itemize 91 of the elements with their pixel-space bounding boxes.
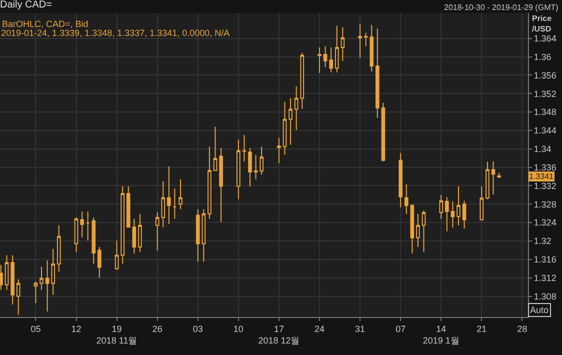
candlestick bbox=[86, 211, 90, 242]
candlestick bbox=[138, 213, 142, 253]
y-tick-label: 1.34 bbox=[534, 144, 552, 154]
x-tick-label: 19 2018 11월 bbox=[96, 324, 138, 346]
candlestick bbox=[456, 186, 460, 226]
candlestick bbox=[480, 186, 484, 220]
x-tick-label: 24 bbox=[314, 324, 325, 334]
x-tick-label: 12 bbox=[71, 324, 82, 334]
y-tick-label: 1.328 bbox=[534, 199, 556, 210]
candlestick bbox=[74, 217, 78, 253]
candlestick bbox=[329, 47, 333, 73]
annotation: 2019-01-24, 1.3339, 1.3348, 1.3337, 1.3341, 0.0000, N/A bbox=[1, 28, 230, 38]
candlestick bbox=[445, 196, 449, 232]
x-tick-label: 05 bbox=[30, 324, 41, 334]
candlestick bbox=[491, 160, 496, 195]
candlestick bbox=[0, 264, 3, 290]
candlestick bbox=[260, 146, 264, 176]
y-tick-label: 1.356 bbox=[534, 70, 556, 80]
candlestick bbox=[450, 200, 455, 228]
candlestick bbox=[126, 186, 130, 228]
candlestick bbox=[4, 254, 9, 290]
y-tick-label: 1.312 bbox=[534, 273, 556, 283]
text: 2018-10-30 - 2019-01-29 (GMT) bbox=[444, 3, 559, 12]
x-tick-label: 14 2019 1월 bbox=[422, 324, 460, 346]
candlestick bbox=[34, 281, 38, 304]
chart-title: Daily CAD= bbox=[0, 0, 52, 11]
candlestick bbox=[318, 47, 322, 74]
candlestick bbox=[439, 194, 444, 220]
candlestick bbox=[178, 178, 182, 210]
y-tick-label: 1.332 bbox=[534, 180, 556, 191]
candlestick bbox=[486, 161, 490, 200]
candlestick bbox=[340, 26, 345, 62]
candlestick bbox=[277, 137, 281, 164]
candlestick bbox=[410, 204, 414, 254]
candlestick bbox=[398, 152, 402, 208]
candlestick bbox=[80, 211, 84, 238]
y-tick-label: 1.336 bbox=[534, 162, 556, 172]
text: 1.3341 bbox=[529, 172, 554, 181]
candlestick bbox=[404, 184, 408, 214]
candlestick bbox=[219, 147, 223, 223]
y-axis-title: Price /USD bbox=[532, 14, 552, 34]
candlestick bbox=[208, 146, 212, 220]
y-tick-label: 1.32 bbox=[534, 236, 552, 246]
candlestick bbox=[10, 254, 14, 306]
candlestick bbox=[202, 208, 206, 262]
candlestick bbox=[416, 213, 420, 248]
candlestick bbox=[462, 200, 466, 230]
candlestick bbox=[323, 46, 328, 68]
y-tick-label: 1.308 bbox=[534, 291, 556, 302]
text: BarOHLC, CAD=, Bid bbox=[2, 19, 88, 29]
candlestick bbox=[282, 101, 287, 156]
candlestick bbox=[358, 23, 362, 58]
x-tick-label: 26 bbox=[152, 324, 162, 334]
x-tick-label: 31 bbox=[355, 324, 366, 334]
candlestick bbox=[236, 139, 240, 200]
candlestick bbox=[196, 208, 200, 262]
candlestick bbox=[92, 217, 96, 264]
candlestick bbox=[40, 266, 44, 290]
x-tick-label: 07 bbox=[396, 324, 406, 334]
candlestick bbox=[242, 134, 246, 162]
candlestick bbox=[98, 246, 102, 278]
candlestick bbox=[248, 147, 252, 187]
y-tick-label: 1.348 bbox=[534, 107, 556, 118]
candlestick bbox=[56, 224, 61, 272]
candlestick bbox=[167, 166, 171, 224]
candlestick bbox=[254, 154, 258, 180]
y-tick-label: 1.352 bbox=[534, 88, 556, 99]
candlestick bbox=[334, 25, 339, 73]
x-tick-label: 10 bbox=[233, 324, 244, 334]
y-tick-label: 1.364 bbox=[534, 33, 556, 44]
candlestick bbox=[422, 210, 426, 253]
candlestick bbox=[213, 126, 218, 172]
y-tick-label: 1.324 bbox=[534, 218, 556, 228]
candlestick bbox=[172, 188, 177, 220]
y-tick-label: 1.316 bbox=[534, 254, 556, 265]
x-tick-label: 28 bbox=[517, 324, 528, 334]
y-tick-label: 1.36 bbox=[534, 52, 552, 62]
candlestick bbox=[114, 240, 119, 271]
candlestick bbox=[51, 248, 56, 296]
candlestick bbox=[120, 186, 125, 264]
x-tick-label: 17 2018 12월 bbox=[258, 324, 300, 346]
x-tick-label: 03 bbox=[192, 324, 203, 334]
candlestick bbox=[45, 260, 50, 312]
x-tick-label: 21 bbox=[476, 324, 487, 334]
y-tick-label: 1.344 bbox=[534, 126, 556, 136]
candlestick bbox=[132, 218, 136, 254]
candlestick bbox=[288, 98, 292, 146]
candlestick bbox=[376, 28, 380, 119]
candlestick bbox=[497, 172, 501, 178]
candlestick bbox=[381, 102, 386, 162]
text: Auto bbox=[530, 305, 549, 315]
